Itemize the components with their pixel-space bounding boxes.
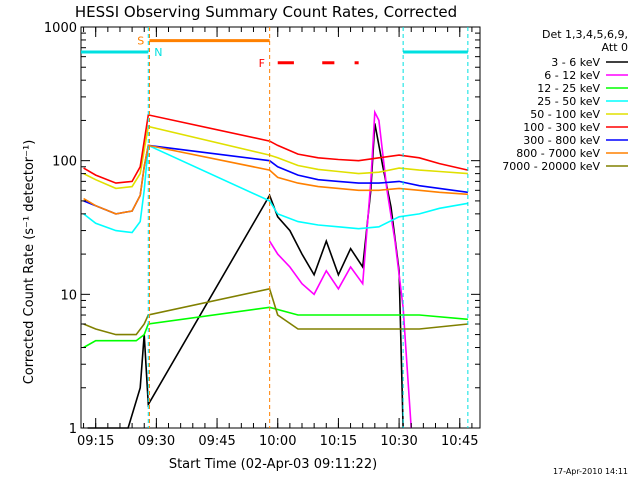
series-line: [87, 123, 404, 429]
y-tick-label: 1: [69, 422, 77, 437]
x-tick-label: 10:45: [441, 434, 478, 449]
plot-markers: SN F: [81, 27, 469, 428]
x-axis-label: Start Time (02-Apr-03 09:11:22): [169, 457, 377, 472]
legend-entry-label: 50 - 100 keV: [530, 108, 600, 121]
legend-title-line-1: Det 1,3,4,5,6,9,: [542, 28, 628, 41]
legend-entry-label: 25 - 50 keV: [537, 95, 600, 108]
y-tick-label: 100: [52, 155, 77, 170]
series-line: [268, 109, 412, 429]
y-axis-label: Corrected Count Rate (s⁻¹ detector⁻¹): [22, 140, 37, 385]
legend-entry-label: 6 - 12 keV: [544, 69, 600, 82]
legend-entry-label: 12 - 25 keV: [537, 82, 600, 95]
legend-entry-label: 800 - 7000 keV: [516, 147, 600, 160]
legend-title-line-2: Att 0: [602, 41, 628, 54]
x-tick-label: 10:00: [259, 434, 296, 449]
series-line: [83, 306, 468, 349]
x-tick-label: 09:30: [138, 434, 175, 449]
x-tick-label: 09:45: [198, 434, 235, 449]
axis-ticks: 1 10 100 1000 09:15 09:30 09:45 10:00 10:15 10:30…: [44, 21, 480, 449]
legend-entry-label: 300 - 800 keV: [523, 134, 600, 147]
y-tick-label: 1000: [44, 21, 77, 36]
plot-axes: [80, 26, 481, 429]
chart-title: HESSI Observing Summary Count Rates, Cor…: [75, 3, 457, 21]
plot-frame: [80, 26, 481, 429]
y-tick-label: 10: [60, 288, 77, 303]
x-tick-label: 09:15: [77, 434, 114, 449]
timestamp: 17-Apr-2010 14:11: [553, 467, 628, 476]
plot-series: [83, 109, 469, 429]
flag-label: N: [154, 46, 162, 59]
legend-entry-label: 3 - 6 keV: [551, 56, 600, 69]
legend-entry-label: 100 - 300 keV: [523, 121, 600, 134]
flag-label: F: [259, 57, 265, 70]
series-line: [83, 144, 469, 234]
series-line: [83, 125, 468, 190]
legend-entry-label: 7000 - 20000 keV: [502, 160, 600, 173]
x-tick-label: 10:30: [380, 434, 417, 449]
series-line: [83, 113, 469, 184]
series-line: [83, 144, 468, 215]
x-tick-label: 10:15: [320, 434, 357, 449]
flag-label: S: [137, 35, 144, 48]
series-line: [83, 287, 468, 336]
